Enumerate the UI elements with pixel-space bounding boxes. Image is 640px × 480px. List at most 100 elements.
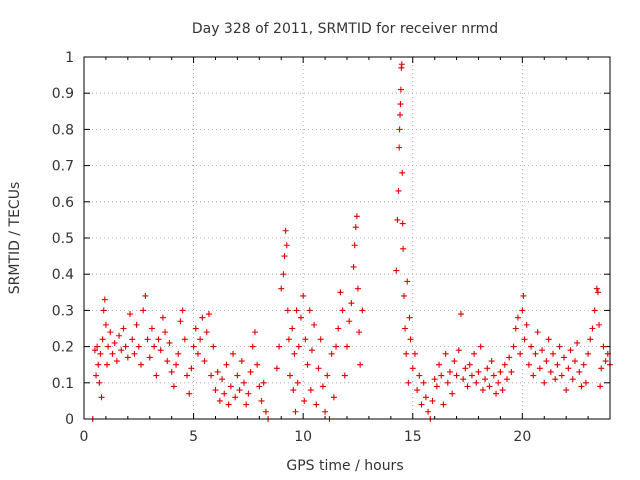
data-point: [545, 336, 552, 343]
data-point: [414, 387, 421, 394]
data-point: [399, 220, 406, 227]
y-tick-label: 0.5: [52, 231, 74, 247]
data-point: [142, 292, 149, 299]
data-point: [295, 343, 302, 350]
data-point: [565, 365, 572, 372]
data-point: [453, 372, 460, 379]
data-point: [354, 285, 361, 292]
data-point: [404, 278, 411, 285]
data-point: [400, 245, 407, 252]
data-point: [164, 358, 171, 365]
data-point: [285, 336, 292, 343]
data-point: [335, 325, 342, 332]
data-point: [517, 350, 524, 357]
data-point: [598, 365, 605, 372]
data-point: [210, 343, 217, 350]
data-point: [490, 372, 497, 379]
data-point: [409, 365, 416, 372]
data-point: [232, 394, 239, 401]
data-point: [292, 408, 299, 415]
data-point: [290, 387, 297, 394]
data-point: [523, 321, 530, 328]
data-point: [397, 111, 404, 118]
data-point: [353, 213, 360, 220]
data-point: [280, 271, 287, 278]
data-point: [140, 307, 147, 314]
data-point: [574, 339, 581, 346]
x-tick-label: 15: [404, 429, 422, 445]
data-point: [133, 321, 140, 328]
data-point: [510, 343, 517, 350]
data-point: [346, 318, 353, 325]
data-point: [199, 314, 206, 321]
data-point: [188, 365, 195, 372]
data-point: [560, 354, 567, 361]
data-point: [144, 336, 151, 343]
data-point: [225, 401, 232, 408]
data-point: [245, 390, 252, 397]
data-point: [486, 383, 493, 390]
data-point: [116, 332, 123, 339]
data-point: [99, 336, 106, 343]
data-point: [146, 354, 153, 361]
data-point: [197, 336, 204, 343]
data-point: [402, 325, 409, 332]
y-tick-label: 0.1: [52, 376, 74, 392]
data-point: [194, 350, 201, 357]
data-point: [179, 307, 186, 314]
data-point: [282, 227, 289, 234]
data-point: [508, 368, 515, 375]
data-point: [499, 387, 506, 394]
data-point: [589, 325, 596, 332]
data-point: [460, 376, 467, 383]
data-point: [105, 343, 112, 350]
data-point: [356, 329, 363, 336]
data-point: [304, 361, 311, 368]
data-point: [400, 292, 407, 299]
data-point: [475, 368, 482, 375]
data-point: [405, 379, 412, 386]
data-point: [131, 350, 138, 357]
data-point: [396, 144, 403, 151]
data-point: [431, 376, 438, 383]
data-point: [359, 307, 366, 314]
y-axis-label: SRMTID / TECUs: [7, 182, 23, 295]
data-point: [403, 350, 410, 357]
data-point: [591, 307, 598, 314]
x-tick-labels: 0 5 10 15 20: [80, 429, 532, 445]
data-point: [234, 372, 241, 379]
data-point: [276, 343, 283, 350]
data-point: [585, 350, 592, 357]
data-point: [503, 376, 510, 383]
data-point: [240, 379, 247, 386]
data-point: [495, 379, 502, 386]
y-tick-label: 0.7: [52, 159, 74, 175]
data-point: [357, 361, 364, 368]
data-point: [530, 372, 537, 379]
data-point: [148, 325, 155, 332]
data-point: [101, 296, 108, 303]
data-point: [208, 372, 215, 379]
data-point: [170, 383, 177, 390]
data-point: [214, 368, 221, 375]
data-point: [411, 350, 418, 357]
data-point: [173, 361, 180, 368]
data-point: [449, 390, 456, 397]
data-point: [433, 383, 440, 390]
data-point: [593, 285, 600, 292]
x-tick-label: 5: [189, 429, 198, 445]
data-point: [462, 365, 469, 372]
data-point: [436, 361, 443, 368]
data-point: [519, 307, 526, 314]
data-point: [330, 394, 337, 401]
data-point: [306, 307, 313, 314]
data-point: [308, 347, 315, 354]
x-tick-label: 0: [80, 429, 89, 445]
data-point: [547, 368, 554, 375]
data-point: [181, 336, 188, 343]
data-point: [576, 368, 583, 375]
data-point: [273, 365, 280, 372]
data-point: [151, 343, 158, 350]
data-point: [236, 387, 243, 394]
